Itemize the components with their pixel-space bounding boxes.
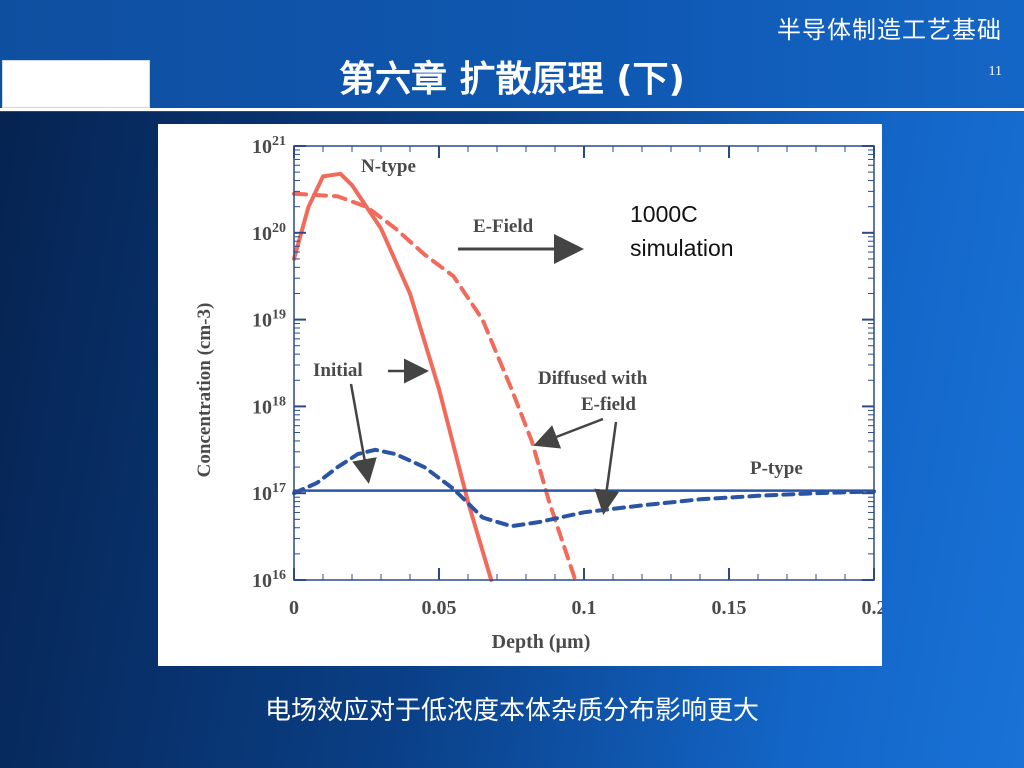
series-initial-n-type <box>292 171 494 582</box>
diffused-label-line2: E-field <box>581 394 636 415</box>
y-tick-label: 1017 <box>252 481 286 505</box>
header-bar <box>0 0 1024 112</box>
simulation-label-line2: simulation <box>630 235 734 261</box>
slide-title: 第六章 扩散原理 (下) <box>339 59 685 100</box>
y-tick-label: 1020 <box>252 221 286 245</box>
slide-caption: 电场效应对于低浓度本体杂质分布影响更大 <box>264 696 759 726</box>
series-diffused-e-field <box>292 191 578 582</box>
p-type-label: P-type <box>750 458 803 479</box>
x-tick-label: 0.05 <box>422 597 457 619</box>
chart-panel: 1016 1017 1018 1019 1020 1021 0 0.05 0.1 0.15 0.2 … <box>158 124 887 666</box>
series-p-type-diffused <box>292 447 876 529</box>
y-tick-label: 1019 <box>252 308 286 332</box>
x-tick-label: 0.15 <box>712 597 747 619</box>
n-type-label: N-type <box>361 156 416 177</box>
simulation-label-line1: 1000C <box>630 201 698 227</box>
page-number: 11 <box>988 64 1002 79</box>
y-tick-label: 1021 <box>252 134 286 158</box>
e-field-label: E-Field <box>473 216 534 237</box>
y-tick-label: 1018 <box>252 394 286 418</box>
y-tick-label: 1016 <box>252 568 286 592</box>
diffused-label-line1: Diffused with <box>538 368 648 389</box>
diffused-arrow-left <box>533 417 604 449</box>
initial-arrow-down <box>349 383 377 484</box>
x-tick-label: 0.1 <box>572 597 597 619</box>
diffused-arrow-down <box>594 421 620 515</box>
y-axis-label: Concentration (cm-3) <box>194 303 215 478</box>
x-tick-label: 0 <box>289 597 299 619</box>
initial-label: Initial <box>313 360 363 381</box>
x-axis-label: Depth (µm) <box>492 631 591 653</box>
x-tick-label: 0.2 <box>862 597 883 619</box>
logo-placeholder <box>2 60 150 108</box>
header-divider <box>0 108 1024 111</box>
course-title: 半导体制造工艺基础 <box>777 16 1002 44</box>
plot-frame <box>293 145 875 581</box>
